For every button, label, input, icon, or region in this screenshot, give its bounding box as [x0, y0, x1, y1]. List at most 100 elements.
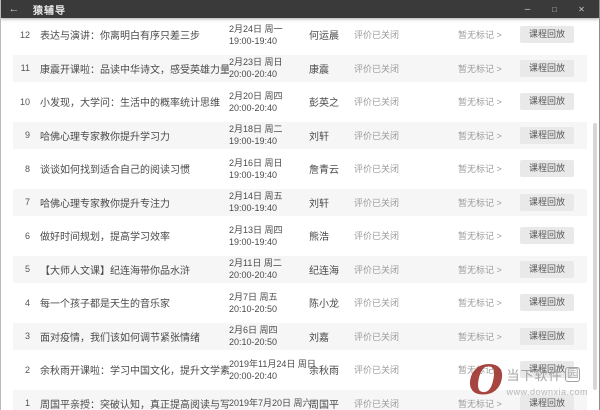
- mark-link[interactable]: 暂无标记 >: [458, 298, 502, 309]
- replay-button[interactable]: 课程回放: [520, 327, 575, 345]
- course-datetime: 2月18日 周二 19:00-19:40: [229, 123, 309, 147]
- course-datetime: 2019年11月24日 周日 20:00-20:40: [229, 358, 316, 382]
- course-date: 2月23日 周日: [229, 57, 283, 68]
- row-number: 9: [24, 130, 30, 141]
- list-item[interactable]: 8 谈谈如何找到适合自己的阅读习惯 2月16日 周日 19:00-19:40 詹…: [13, 152, 587, 186]
- list-item[interactable]: 12 表达与演讲：你离明白有序只差三步 2月24日 周一 19:00-19:40…: [13, 18, 587, 52]
- list-item[interactable]: 5 【大师人文课】纪连海带你品水浒 2月11日 周二 20:00-20:40 纪…: [13, 253, 587, 287]
- mark-link[interactable]: 暂无标记 >: [458, 197, 502, 208]
- back-arrow-icon[interactable]: ←: [8, 3, 20, 15]
- mark-link[interactable]: 暂无标记 >: [458, 398, 502, 409]
- title-bar: ← 猿辅导 – □ ✕: [1, 0, 599, 18]
- mark-link[interactable]: 暂无标记 >: [458, 130, 502, 141]
- course-time: 20:00-20:40: [229, 69, 278, 80]
- replay-button[interactable]: 课程回放: [520, 227, 575, 245]
- course-time: 20:00-20:40: [229, 102, 278, 113]
- close-button[interactable]: ✕: [578, 4, 585, 14]
- minimize-button[interactable]: –: [524, 3, 531, 15]
- course-title: 小发现，大学问：生活中的概率统计思维: [40, 98, 220, 110]
- course-title: 哈佛心理专家教你提升学习力: [40, 131, 170, 143]
- course-time: 20:00-20:40: [229, 270, 278, 281]
- evaluation-status: 评价已关闭: [354, 365, 400, 376]
- scrollbar-thumb[interactable]: [593, 123, 597, 390]
- lesson-list: 12 表达与演讲：你离明白有序只差三步 2月24日 周一 19:00-19:40…: [1, 18, 599, 410]
- row-number: 11: [20, 63, 30, 74]
- row-number: 5: [24, 264, 30, 275]
- evaluation-status: 评价已关闭: [354, 231, 400, 242]
- mark-link[interactable]: 暂无标记 >: [458, 164, 502, 175]
- replay-button[interactable]: 课程回放: [520, 193, 575, 211]
- evaluation-status: 评价已关闭: [354, 264, 400, 275]
- row-number: 7: [24, 197, 30, 208]
- list-item[interactable]: 11 康震开课啦：品读中华诗文，感受英雄力量 2月23日 周日 20:00-20…: [13, 52, 587, 86]
- list-item[interactable]: 7 哈佛心理专家教你提升专注力 2月14日 周五 19:00-19:40 刘轩 …: [13, 186, 587, 220]
- teacher-name: 熊浩: [309, 232, 329, 244]
- mark-link[interactable]: 暂无标记 >: [458, 264, 502, 275]
- replay-button[interactable]: 课程回放: [520, 160, 575, 178]
- course-date: 2月11日 周二: [229, 258, 282, 269]
- teacher-name: 纪连海: [309, 265, 339, 277]
- list-item[interactable]: 10 小发现，大学问：生活中的概率统计思维 2月20日 周四 20:00-20:…: [13, 85, 587, 119]
- replay-button[interactable]: 课程回放: [520, 294, 575, 312]
- replay-button[interactable]: 课程回放: [520, 59, 575, 77]
- course-datetime: 2019年7月20日 周六: [229, 397, 312, 409]
- course-datetime: 2月24日 周一 19:00-19:40: [229, 23, 309, 47]
- evaluation-status: 评价已关闭: [354, 164, 400, 175]
- course-datetime: 2月11日 周二 20:00-20:40: [229, 257, 309, 281]
- replay-button[interactable]: 课程回放: [520, 361, 575, 379]
- evaluation-status: 评价已关闭: [354, 197, 400, 208]
- row-number: 3: [24, 331, 30, 342]
- course-time: 20:10-20:50: [229, 337, 278, 348]
- teacher-name: 詹青云: [309, 165, 339, 177]
- list-item[interactable]: 2 余秋雨开课啦：学习中国文化，提升文学素养 2019年11月24日 周日 20…: [13, 353, 587, 387]
- evaluation-status: 评价已关闭: [354, 298, 400, 309]
- list-item[interactable]: 6 做好时间规划，提高学习效率 2月13日 周四 19:00-19:40 熊浩 …: [13, 219, 587, 253]
- list-item[interactable]: 1 周国平亲授：突破认知，真正提高阅读与写作能力 2019年7月20日 周六 周…: [13, 387, 587, 410]
- maximize-button[interactable]: □: [552, 4, 557, 14]
- teacher-name: 刘嘉: [309, 332, 329, 344]
- list-item[interactable]: 3 面对疫情，我们该如何调节紧张情绪 2月6日 周四 20:10-20:50 刘…: [13, 320, 587, 354]
- evaluation-status: 评价已关闭: [354, 331, 400, 342]
- replay-button[interactable]: 课程回放: [520, 394, 575, 410]
- mark-link[interactable]: 暂无标记 >: [458, 365, 502, 376]
- course-time: 19:00-19:40: [229, 169, 278, 180]
- course-title: 面对疫情，我们该如何调节紧张情绪: [40, 332, 200, 344]
- course-date: 2月7日 周五: [229, 291, 278, 302]
- replay-button[interactable]: 课程回放: [520, 126, 575, 144]
- teacher-name: 周国平: [309, 399, 339, 410]
- replay-button[interactable]: 课程回放: [520, 93, 575, 111]
- course-date: 2月18日 周二: [229, 124, 283, 135]
- evaluation-status: 评价已关闭: [354, 63, 400, 74]
- course-date: 2月24日 周一: [229, 23, 283, 34]
- course-date: 2月20日 周四: [229, 90, 283, 101]
- list-item[interactable]: 4 每一个孩子都是天生的音乐家 2月7日 周五 20:10-20:50 陈小龙 …: [13, 286, 587, 320]
- evaluation-status: 评价已关闭: [354, 130, 400, 141]
- course-time: 19:00-19:40: [229, 136, 278, 147]
- teacher-name: 余秋雨: [309, 366, 339, 378]
- window-title: 猿辅导: [33, 5, 66, 17]
- mark-link[interactable]: 暂无标记 >: [458, 63, 502, 74]
- course-datetime: 2月6日 周四 20:10-20:50: [229, 324, 309, 348]
- row-number: 8: [24, 163, 30, 174]
- course-time: 19:00-19:40: [229, 203, 278, 214]
- course-date: 2019年7月20日 周六: [229, 398, 312, 409]
- course-time: 19:00-19:40: [229, 236, 278, 247]
- course-title: 余秋雨开课啦：学习中国文化，提升文学素养: [40, 366, 229, 378]
- list-item[interactable]: 9 哈佛心理专家教你提升学习力 2月18日 周二 19:00-19:40 刘轩 …: [13, 119, 587, 153]
- replay-button[interactable]: 课程回放: [520, 260, 575, 278]
- evaluation-status: 评价已关闭: [354, 30, 400, 41]
- mark-link[interactable]: 暂无标记 >: [458, 331, 502, 342]
- evaluation-status: 评价已关闭: [354, 398, 400, 409]
- row-number: 12: [19, 29, 30, 40]
- course-datetime: 2月7日 周五 20:10-20:50: [229, 291, 309, 315]
- course-date: 2月13日 周四: [229, 224, 283, 235]
- teacher-name: 刘轩: [309, 131, 329, 143]
- teacher-name: 陈小龙: [309, 299, 339, 311]
- course-datetime: 2月14日 周五 19:00-19:40: [229, 190, 309, 214]
- mark-link[interactable]: 暂无标记 >: [458, 30, 502, 41]
- mark-link[interactable]: 暂无标记 >: [458, 231, 502, 242]
- teacher-name: 康震: [309, 64, 329, 76]
- mark-link[interactable]: 暂无标记 >: [458, 97, 502, 108]
- replay-button[interactable]: 课程回放: [520, 26, 575, 44]
